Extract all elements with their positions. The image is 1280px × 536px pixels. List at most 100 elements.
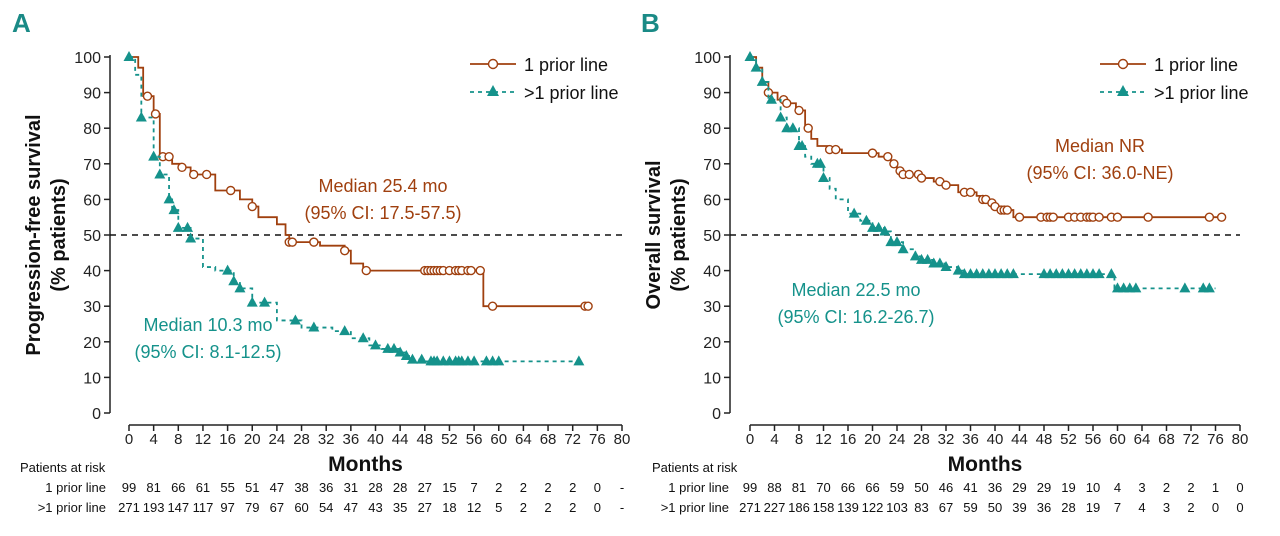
panel-a-risk-value: -: [620, 500, 624, 515]
panel-a-risk-table-title: Patients at risk: [20, 460, 106, 475]
panel-a-y-tick-label: 20: [83, 335, 101, 352]
panel-a-x-tick-label: 12: [195, 431, 212, 448]
panel-a-y-tick-label: 0: [92, 406, 101, 423]
panel-b-censor-circle-marker: [1094, 212, 1104, 222]
panel-b-censor-triangle-marker: [775, 111, 787, 122]
panel-a-censor-triangle-marker: [388, 342, 400, 353]
panel-a-censor-circle-marker: [339, 245, 350, 256]
panel-a-risk-value: 97: [220, 500, 234, 515]
panel-b-x-tick-label: 64: [1134, 431, 1151, 448]
panel-a-risk-value: 18: [442, 500, 456, 515]
panel-b-y-tick-label: 50: [703, 228, 721, 245]
panel-b-censor-circle-marker: [1204, 212, 1215, 222]
panel-b-censor-circle-marker: [794, 105, 804, 116]
panel-a-censor-circle-marker: [177, 162, 187, 173]
panel-b-censor-circle-marker: [1143, 212, 1153, 222]
panel-b-risk-value: 59: [890, 480, 904, 495]
panel-b-risk-value: 66: [865, 480, 879, 495]
panel-a-risk-value: 51: [245, 480, 259, 495]
panel-a-y-tick-label: 50: [83, 228, 101, 245]
panel-b-x-tick-label: 0: [746, 431, 754, 448]
panel-b-censor-triangle-marker: [934, 257, 946, 268]
panel-a-median-annotation: (95% CI: 8.1-12.5): [134, 342, 281, 362]
panel-a-y-tick-label: 40: [83, 264, 101, 281]
panel-a-x-tick-label: 48: [416, 431, 433, 448]
panel-b-y-tick-label: 100: [694, 50, 721, 67]
panel-b-risk-value: 158: [813, 500, 835, 515]
panel-a-risk-value: 31: [344, 480, 358, 495]
panel-b-x-tick-label: 60: [1109, 431, 1126, 448]
panel-b-censor-circle-marker: [831, 144, 841, 155]
panel-b-censor-circle-marker: [1048, 212, 1058, 222]
panel-b-risk-value: 103: [886, 500, 908, 515]
panel-a-y-axis-title-line: Progression-free survival: [23, 114, 45, 355]
panel-b-risk-value: 59: [963, 500, 977, 515]
panel-b-censor-triangle-marker: [1093, 268, 1105, 279]
panel-b-legend-triangle-marker: [1117, 85, 1129, 96]
panel-b-y-tick-label: 0: [712, 406, 721, 423]
panel-a-risk-value: 0: [594, 480, 601, 495]
panel-a-risk-value: 27: [418, 500, 432, 515]
panel-a-risk-value: 27: [418, 480, 432, 495]
panel-a-median-annotation: Median 10.3 mo: [143, 315, 272, 335]
panel-a-risk-value: 81: [146, 480, 160, 495]
panel-b-x-tick-label: 36: [962, 431, 979, 448]
panel-b-risk-value: 83: [914, 500, 928, 515]
panel-a-risk-value: 43: [368, 500, 382, 515]
panel-b-x-tick-label: 4: [770, 431, 778, 448]
panel-b-censor-circle-marker: [867, 148, 878, 158]
panel-a-censor-triangle-marker: [416, 353, 428, 364]
panel-a-censor-circle-marker: [487, 301, 498, 311]
panel-b-risk-row-label: 1 prior line: [668, 480, 729, 495]
panel-b-censor-triangle-marker: [756, 75, 768, 86]
panel-a-y-tick-label: 10: [83, 370, 101, 387]
panel-a-risk-value: 47: [344, 500, 358, 515]
panel-b-risk-value: 1: [1212, 480, 1219, 495]
panel-a-x-tick-label: 76: [589, 431, 606, 448]
panel-b-risk-value: 122: [862, 500, 884, 515]
panel-a-censor-triangle-marker: [172, 221, 184, 232]
panel-a-risk-value: 66: [171, 480, 185, 495]
panel-b-x-tick-label: 80: [1232, 431, 1249, 448]
panel-a-legend-label: >1 prior line: [524, 83, 619, 103]
panel-b-risk-value: 29: [1012, 480, 1026, 495]
panel-b-censor-circle-marker: [889, 159, 899, 169]
panel-b-censor-circle-marker: [904, 169, 914, 180]
panel-a-censor-circle-marker: [247, 201, 257, 212]
panel-b-curve-one-prior-line: [750, 56, 1222, 219]
panel-b-risk-value: 0: [1236, 500, 1243, 515]
panel-b-median-annotation: (95% CI: 16.2-26.7): [777, 307, 934, 327]
panel-b-risk-value: 4: [1114, 480, 1121, 495]
panel-b-censor-triangle-marker: [744, 51, 756, 61]
panel-b-risk-value: 66: [841, 480, 855, 495]
panel-a-censor-triangle-marker: [289, 314, 301, 325]
panel-b-risk-value: 50: [914, 480, 928, 495]
panel-b-x-tick-label: 52: [1060, 431, 1077, 448]
panel-b-x-tick-label: 72: [1183, 431, 1200, 448]
panel-a-risk-value: 2: [544, 480, 551, 495]
panel-b-censor-triangle-marker: [818, 172, 829, 183]
panel-b-censor-triangle-marker: [909, 250, 921, 261]
panel-a-risk-value: 117: [193, 500, 214, 515]
panel-a-risk-value: 2: [520, 500, 527, 515]
panel-b-censor-triangle-marker: [891, 236, 903, 247]
panel-a-risk-value: 79: [245, 500, 259, 515]
panel-b-x-tick-label: 24: [889, 431, 906, 448]
panel-a-censor-circle-marker: [201, 169, 212, 180]
panel-b-y-axis-title: Overall survival (% patients): [643, 161, 690, 310]
panel-a-x-tick-label: 16: [219, 431, 236, 448]
panel-b-censor-circle-marker: [782, 98, 792, 108]
panel-b-censor-triangle-marker: [879, 225, 891, 236]
panel-a-x-tick-label: 72: [564, 431, 581, 448]
panel-a-x-tick-label: 24: [269, 431, 286, 448]
panel-b-x-axis-title: Months: [948, 453, 1023, 476]
panel-a-censor-circle-marker: [150, 109, 161, 119]
panel-b-censor-circle-marker: [1112, 212, 1123, 222]
panel-b-censor-circle-marker: [883, 151, 893, 162]
panel-b-censor-circle-marker: [803, 123, 813, 133]
panel-b-censor-triangle-marker: [897, 243, 909, 254]
panel-a-risk-value: 2: [569, 480, 576, 495]
panel-b-censor-triangle-marker: [765, 93, 777, 104]
panel-a-censor-triangle-marker: [400, 350, 412, 361]
panel-a-x-tick-label: 28: [293, 431, 310, 448]
